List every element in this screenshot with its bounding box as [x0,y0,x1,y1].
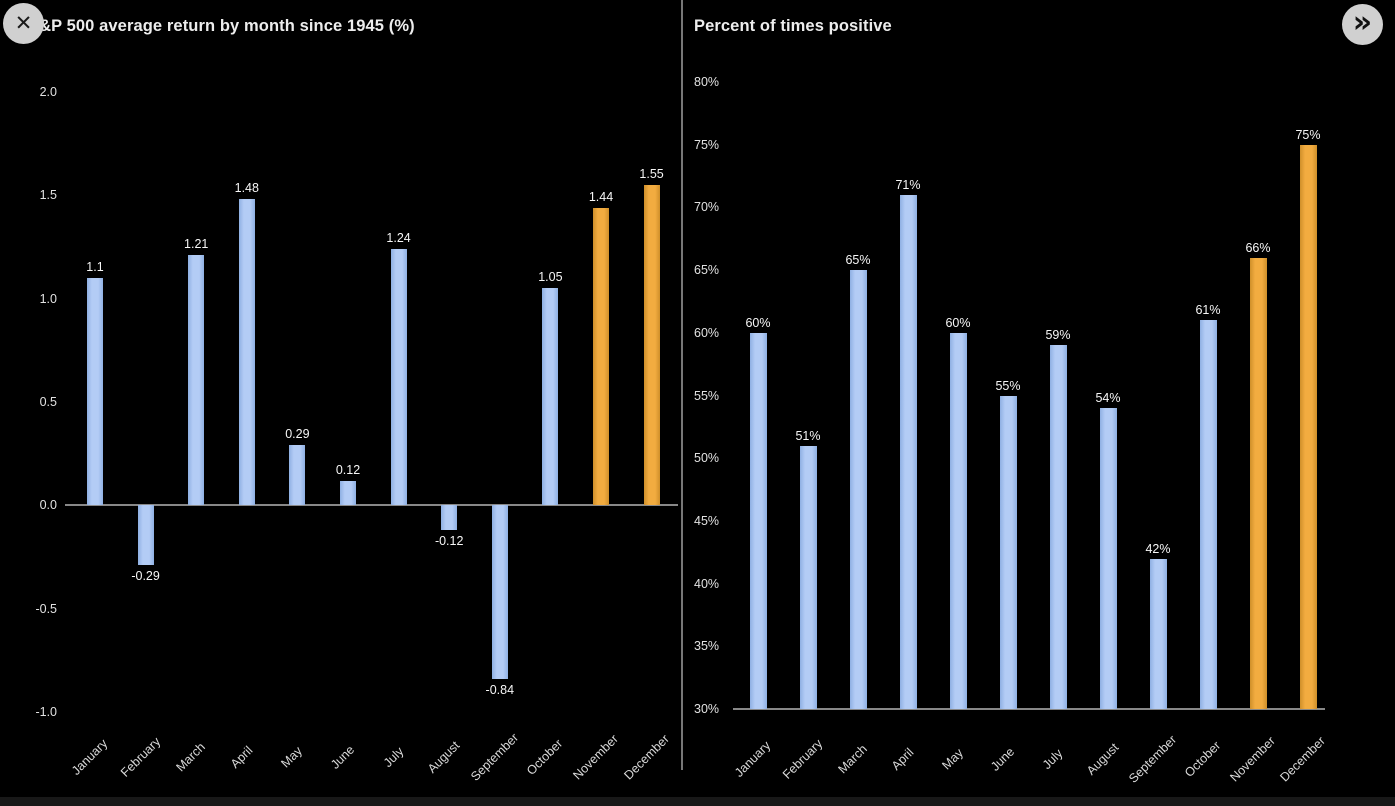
bar-september [491,505,508,679]
next-button[interactable]: » [1342,4,1383,45]
data-label-january: 1.1 [86,260,104,274]
y-tick-45%: 45% [694,513,720,528]
data-label-april: 71% [895,177,921,192]
panel-divider [681,0,683,770]
data-label-september: 42% [1145,541,1171,556]
y-tick--1.0: -1.0 [35,705,57,719]
y-tick-80%: 80% [694,75,720,89]
data-label-august: -0.12 [434,534,464,549]
x-axis-line [733,708,1325,710]
y-tick-50%: 50% [694,451,720,466]
data-label-january: 60% [745,315,771,330]
data-label-february: 51% [795,428,821,443]
data-label-november: 1.44 [588,189,614,204]
bar-november [1249,257,1267,709]
x-tick-january: January [731,738,774,780]
bar-october [542,288,559,506]
bar-july [390,249,407,506]
y-tick-60%: 60% [694,325,720,340]
data-label-december: 75% [1295,127,1321,142]
y-tick-40%: 40% [694,576,720,591]
bar-march [849,270,867,709]
bar-january [749,332,767,709]
y-tick-2.0: 2.0 [39,85,57,99]
y-tick-1.0: 1.0 [39,291,57,306]
bar-march [188,255,205,506]
bar-february [137,505,154,566]
data-label-june: 55% [995,378,1021,393]
close-button[interactable]: ✕ [3,3,44,44]
bar-july [1049,345,1067,709]
y-tick-70%: 70% [694,200,720,215]
bar-may [289,445,306,506]
bar-june [999,395,1017,709]
data-label-may: 0.29 [285,427,310,442]
data-label-october: 1.05 [538,270,563,285]
data-label-november: 66% [1245,240,1271,255]
bar-december [643,185,660,506]
bar-may [949,332,967,709]
bar-april [238,199,255,506]
close-icon: ✕ [14,11,33,35]
data-label-august: 54% [1095,391,1121,406]
data-label-december: 1.55 [639,167,664,181]
data-label-april: 1.48 [234,181,259,196]
data-label-september: -0.84 [485,682,515,697]
bottom-strip [0,797,1395,806]
y-tick-55%: 55% [694,388,720,403]
chart-title-average-return: S&P 500 average return by month since 19… [28,17,415,35]
y-tick-0.0: 0.0 [39,498,57,513]
data-label-february: -0.29 [131,569,160,584]
y-tick-1.5: 1.5 [39,188,57,203]
data-label-july: 59% [1045,328,1071,343]
bar-april [899,194,917,709]
y-tick-30%: 30% [694,702,720,716]
y-tick-65%: 65% [694,263,720,278]
data-label-july: 1.24 [386,231,411,246]
x-axis-line [65,504,678,507]
y-tick-0.5: 0.5 [39,395,57,409]
chart-title-percent-positive: Percent of times positive [694,17,892,35]
y-tick-35%: 35% [694,639,720,654]
bar-november [593,207,609,506]
data-label-march: 1.21 [184,237,209,252]
data-label-june: 0.12 [335,462,361,477]
bar-september [1149,558,1167,709]
bar-january [87,278,103,506]
data-label-march: 65% [845,253,871,268]
bar-june [340,480,356,506]
bar-august [441,505,458,531]
bar-october [1199,320,1217,709]
data-label-may: 60% [945,315,971,330]
bar-december [1299,144,1317,709]
data-label-october: 61% [1195,303,1221,318]
y-tick-75%: 75% [694,137,720,152]
y-tick--0.5: -0.5 [35,601,57,616]
bar-february [799,445,817,709]
bar-august [1099,408,1117,709]
chevrons-right-icon: » [1352,4,1373,40]
